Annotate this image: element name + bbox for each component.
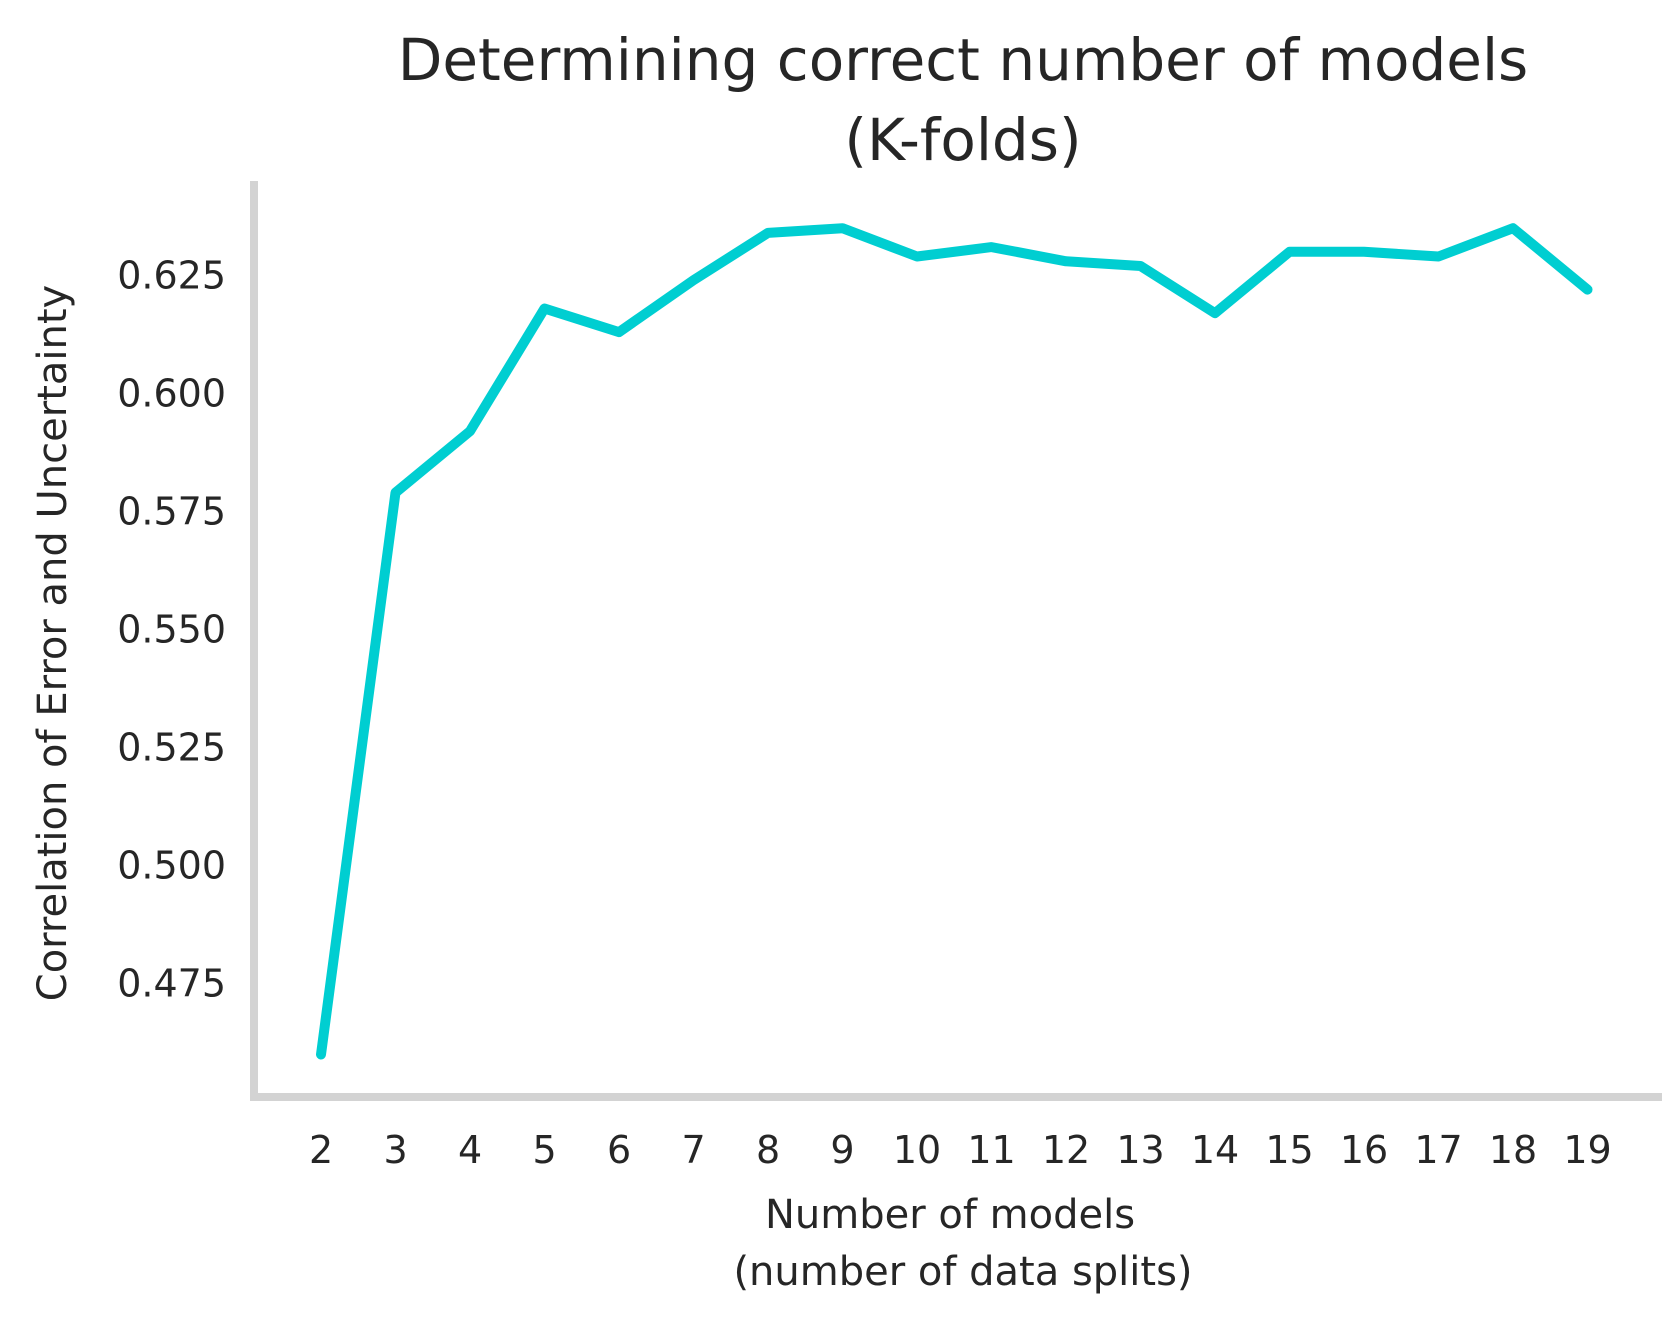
- x-tick-label: 7: [681, 1128, 705, 1172]
- y-tick-label: 0.550: [117, 608, 226, 652]
- series-line: [316, 223, 1593, 1060]
- x-tick-label: 3: [383, 1128, 407, 1172]
- y-tick-label: 0.475: [117, 962, 226, 1006]
- x-axis-label-line2: (number of data splits): [733, 1249, 1192, 1295]
- x-axis-title: Number of models (number of data splits): [733, 1192, 1192, 1295]
- x-tick-label: 16: [1340, 1128, 1388, 1172]
- x-tick-label: 11: [967, 1128, 1015, 1172]
- x-tick-label: 10: [893, 1128, 941, 1172]
- y-tick-label: 0.600: [117, 371, 226, 415]
- x-axis-ticks: 2 3 4 5 6 7 8 9 10 11 12 13 14 15 16 17 18 19: [309, 1128, 1612, 1172]
- x-tick-label: 5: [532, 1128, 556, 1172]
- x-tick-label: 15: [1265, 1128, 1313, 1172]
- y-tick-label: 0.500: [117, 844, 226, 888]
- plot-area: [316, 223, 1593, 1060]
- y-axis-ticks: 0.475 0.500 0.525 0.550 0.575 0.600 0.625: [117, 253, 226, 1005]
- chart-title-line1: Determining correct number of models: [398, 26, 1529, 94]
- chart-title-line2: (K-folds): [844, 106, 1081, 174]
- x-tick-label: 2: [309, 1128, 333, 1172]
- x-tick-label: 12: [1042, 1128, 1090, 1172]
- y-tick-label: 0.575: [117, 490, 226, 534]
- x-tick-label: 18: [1489, 1128, 1537, 1172]
- x-tick-label: 6: [607, 1128, 631, 1172]
- chart-title: Determining correct number of models (K-…: [398, 26, 1529, 174]
- x-tick-label: 8: [756, 1128, 780, 1172]
- x-tick-label: 4: [458, 1128, 482, 1172]
- y-axis-label: Correlation of Error and Uncertainty: [30, 285, 76, 1001]
- x-tick-label: 14: [1191, 1128, 1239, 1172]
- x-tick-label: 17: [1414, 1128, 1462, 1172]
- y-tick-label: 0.525: [117, 726, 226, 770]
- y-tick-label: 0.625: [117, 253, 226, 297]
- x-axis-label-line1: Number of models: [765, 1192, 1135, 1238]
- x-tick-label: 13: [1116, 1128, 1164, 1172]
- x-tick-label: 9: [830, 1128, 854, 1172]
- x-tick-label: 19: [1563, 1128, 1611, 1172]
